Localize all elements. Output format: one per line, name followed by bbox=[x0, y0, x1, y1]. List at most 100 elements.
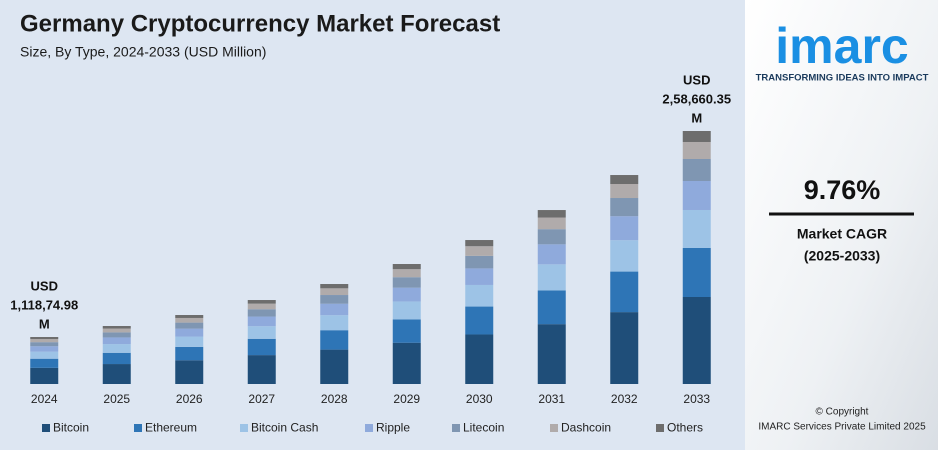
bar-segment bbox=[537, 264, 566, 291]
bar-segment bbox=[682, 141, 711, 159]
bar-segment bbox=[175, 336, 204, 347]
legend-swatch bbox=[452, 424, 460, 432]
bar-segment bbox=[30, 351, 59, 359]
legend-label: Bitcoin bbox=[53, 421, 89, 435]
bar-segment bbox=[682, 296, 711, 384]
bar-segment bbox=[30, 342, 59, 347]
bar-segment bbox=[320, 303, 349, 316]
bar-segment bbox=[247, 338, 276, 356]
bar-segment bbox=[175, 317, 204, 323]
bar-segment bbox=[175, 360, 204, 384]
bar-segment bbox=[392, 287, 421, 302]
bar-segment bbox=[392, 277, 421, 288]
bar-segment bbox=[537, 244, 566, 265]
bar-segment bbox=[175, 315, 204, 318]
bar-segment bbox=[682, 247, 711, 297]
bar-segment bbox=[320, 295, 349, 304]
x-tick-label: 2025 bbox=[103, 392, 130, 406]
bar-segment bbox=[30, 339, 59, 343]
legend-swatch bbox=[550, 424, 558, 432]
legend-label: Bitcoin Cash bbox=[251, 421, 318, 435]
bar-segment bbox=[610, 271, 639, 313]
x-tick-label: 2024 bbox=[31, 392, 58, 406]
total-label: M bbox=[39, 316, 50, 331]
legend-label: Ethereum bbox=[145, 421, 197, 435]
bar-segment bbox=[30, 346, 59, 352]
bar-segment bbox=[247, 303, 276, 310]
bar-segment bbox=[102, 337, 131, 345]
bar-segment bbox=[392, 264, 421, 270]
cagr-value: 9.76% bbox=[804, 175, 881, 205]
legend-label: Dashcoin bbox=[561, 421, 611, 435]
legend-swatch bbox=[365, 424, 373, 432]
bar-segment bbox=[320, 330, 349, 350]
bar-segment bbox=[465, 284, 494, 307]
legend-label: Ripple bbox=[376, 421, 410, 435]
bar-segment bbox=[102, 326, 131, 329]
bar-segment bbox=[610, 175, 639, 185]
bar-segment bbox=[30, 337, 59, 340]
x-tick-label: 2028 bbox=[321, 392, 348, 406]
legend-swatch bbox=[134, 424, 142, 432]
bar-segment bbox=[610, 240, 639, 272]
bar-segment bbox=[392, 269, 421, 278]
total-label: USD bbox=[31, 278, 58, 293]
sidebar-background bbox=[745, 0, 938, 450]
bar-segment bbox=[102, 364, 131, 384]
tagline: TRANSFORMING IDEAS INTO IMPACT bbox=[756, 73, 929, 84]
cagr-label: Market CAGR bbox=[797, 226, 887, 242]
bar-segment bbox=[537, 229, 566, 245]
total-label: USD bbox=[683, 72, 710, 87]
chart-title: Germany Cryptocurrency Market Forecast bbox=[20, 10, 500, 37]
x-tick-label: 2032 bbox=[611, 392, 638, 406]
total-label: 1,118,74.98 bbox=[10, 297, 78, 312]
bar-segment bbox=[465, 268, 494, 285]
x-tick-label: 2029 bbox=[393, 392, 420, 406]
bar-segment bbox=[320, 288, 349, 296]
legend-swatch bbox=[240, 424, 248, 432]
bar-segment bbox=[247, 300, 276, 304]
logo: imarc bbox=[775, 18, 908, 74]
bar-segment bbox=[465, 255, 494, 269]
legend-label: Litecoin bbox=[463, 421, 504, 435]
bar-segment bbox=[610, 198, 639, 217]
x-tick-label: 2026 bbox=[176, 392, 203, 406]
x-tick-label: 2031 bbox=[538, 392, 565, 406]
bar-segment bbox=[320, 315, 349, 331]
copyright: © Copyright bbox=[816, 407, 869, 418]
total-label: 2,58,660.35 bbox=[662, 91, 731, 106]
company: IMARC Services Private Limited 2025 bbox=[758, 422, 926, 433]
bar-segment bbox=[175, 328, 204, 337]
bar-segment bbox=[610, 184, 639, 199]
bar-segment bbox=[682, 158, 711, 181]
total-label: M bbox=[691, 110, 702, 125]
bar-segment bbox=[247, 316, 276, 327]
bar-segment bbox=[102, 352, 131, 365]
legend-label: Others bbox=[667, 421, 703, 435]
bar-segment bbox=[175, 346, 204, 361]
bar-segment bbox=[537, 217, 566, 230]
bar-segment bbox=[102, 344, 131, 353]
bar-segment bbox=[465, 246, 494, 256]
bar-segment bbox=[175, 322, 204, 329]
x-tick-label: 2033 bbox=[683, 392, 710, 406]
bar-segment bbox=[30, 358, 59, 368]
chart-subtitle: Size, By Type, 2024-2033 (USD Million) bbox=[20, 44, 266, 60]
legend-swatch bbox=[656, 424, 664, 432]
bar-segment bbox=[537, 210, 566, 218]
cagr-period: (2025-2033) bbox=[804, 248, 880, 264]
bar-segment bbox=[537, 290, 566, 325]
legend-swatch bbox=[42, 424, 50, 432]
bar-segment bbox=[392, 301, 421, 320]
bar-segment bbox=[247, 355, 276, 384]
bar-segment bbox=[247, 309, 276, 317]
bar-segment bbox=[102, 332, 131, 338]
bar-segment bbox=[320, 349, 349, 384]
bar-segment bbox=[102, 328, 131, 333]
bar-segment bbox=[465, 306, 494, 335]
bar-segment bbox=[392, 342, 421, 384]
bar-segment bbox=[682, 180, 711, 210]
bar-segment bbox=[610, 216, 639, 241]
bar-segment bbox=[465, 334, 494, 384]
